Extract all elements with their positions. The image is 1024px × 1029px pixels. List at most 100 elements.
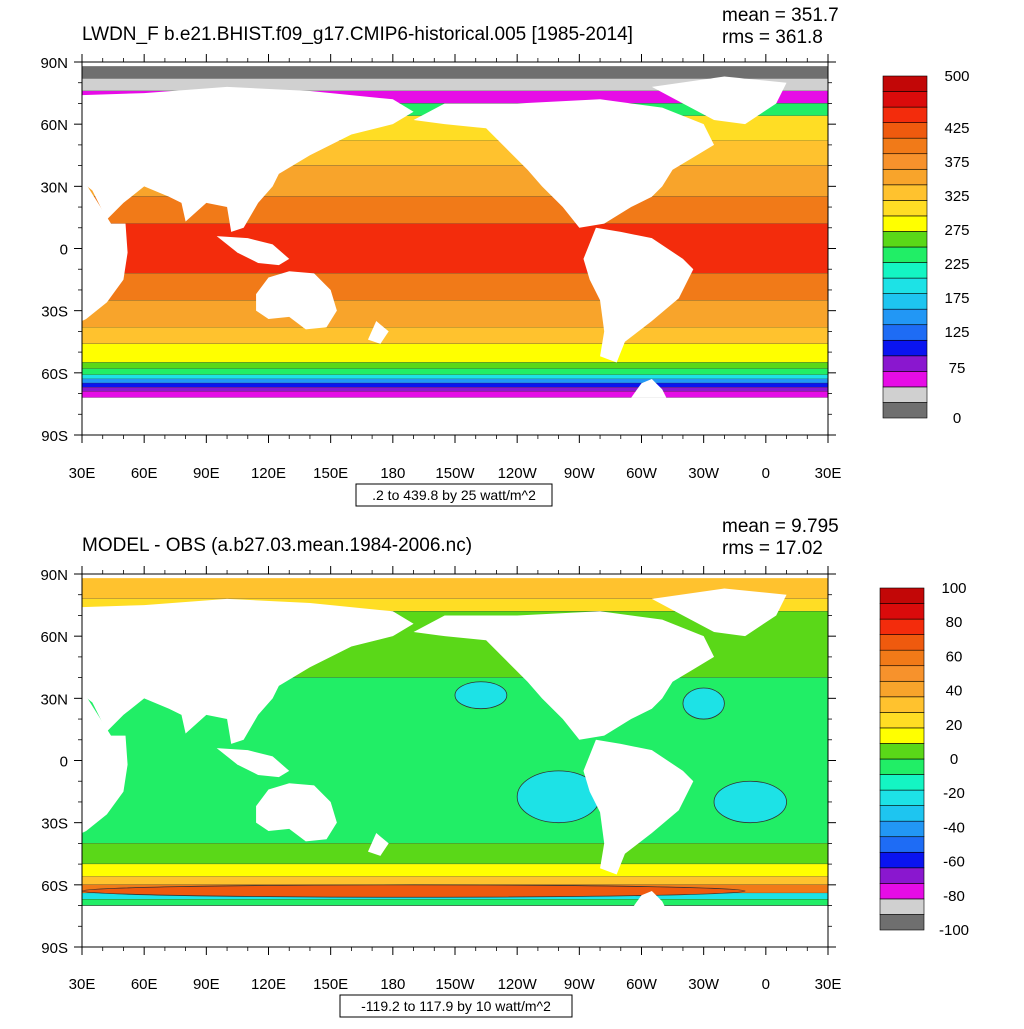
colorbar-swatch <box>882 200 928 217</box>
landmass-eurasia <box>82 598 414 744</box>
colorbar-swatch <box>882 153 928 170</box>
colorbar-label: -20 <box>943 785 965 802</box>
field-band <box>82 273 828 301</box>
lon-label: 60W <box>626 465 658 482</box>
landmass-greenland <box>651 588 787 637</box>
colorbar-label: 60 <box>946 648 963 665</box>
colorbar-swatch <box>879 665 925 682</box>
field-patch <box>713 780 787 824</box>
lat-label: 30N <box>40 691 68 708</box>
landmass-eurasia <box>82 86 414 232</box>
colorbar-swatch <box>879 649 925 667</box>
field-band <box>82 864 828 877</box>
field-band <box>82 300 828 328</box>
lon-label: 60W <box>626 976 658 993</box>
lat-label: 90S <box>41 940 68 957</box>
colorbar-label: 40 <box>946 683 963 700</box>
colorbar-swatch <box>879 789 925 806</box>
colorbar-label: 0 <box>953 410 961 427</box>
lat-label: 30S <box>41 304 68 321</box>
landmass-africa <box>82 171 128 322</box>
lon-label: 60E <box>131 465 158 482</box>
lon-label: 30E <box>69 465 96 482</box>
colorbar-label: 500 <box>944 68 969 85</box>
colorbar-swatch <box>879 680 925 698</box>
lon-label: 30E <box>69 976 96 993</box>
colorbar-label: -60 <box>943 854 965 871</box>
landmass-new-zealand <box>367 321 389 344</box>
field-patch <box>82 884 746 898</box>
lat-label: 90N <box>40 55 68 72</box>
lat-label: 90N <box>40 567 68 584</box>
colorbar-top: 0 75 125 175 225 275 325 375 425 500 <box>882 68 970 427</box>
lon-label: 90W <box>564 465 596 482</box>
lat-label: 0 <box>60 754 68 771</box>
colorbar-swatch <box>882 339 928 357</box>
lon-axis-top: 30E 60E 90E 120E 150E 180 150W 120W 90W 60W 30W 0 30… <box>69 54 842 482</box>
map-bottom <box>81 573 829 948</box>
colorbar-bottom: -100 -80 -60 -40 -20 0 20 40 60 80 100 <box>879 580 969 939</box>
field-band <box>82 327 828 344</box>
landmass-new-zealand <box>367 833 389 856</box>
panel-bottom: MODEL - OBS (a.b27.03.mean.1984-2006.nc)… <box>40 516 969 1018</box>
colorbar-swatch <box>879 618 925 635</box>
lat-axis-top: 90N 60N 30N 0 30S 60S 90S <box>40 55 836 445</box>
colorbar-swatch <box>879 914 925 931</box>
field-band <box>82 899 828 906</box>
colorbar-swatch <box>879 836 925 853</box>
field-patch <box>454 681 508 710</box>
field-band <box>82 843 828 865</box>
landmass-maritime-asia <box>216 748 290 778</box>
field-band <box>82 368 828 375</box>
field-patch <box>682 687 725 720</box>
field-band <box>82 379 828 384</box>
colorbar-label: 275 <box>944 222 969 239</box>
lon-label: 0 <box>762 465 770 482</box>
colorbar-swatch <box>879 851 925 869</box>
landmass-antarctic-peninsula <box>631 891 667 910</box>
lon-label: 180 <box>380 465 405 482</box>
colorbar-swatch <box>882 137 928 155</box>
colorbar-label: 80 <box>946 614 963 631</box>
colorbar-swatch <box>882 308 928 326</box>
lat-label: 30N <box>40 179 68 196</box>
landmass-australia <box>256 783 337 842</box>
colorbar-label: -100 <box>939 922 969 939</box>
lon-label: 120E <box>251 465 286 482</box>
landmass-australia <box>256 271 337 330</box>
colorbar-swatch <box>882 262 928 279</box>
landmass-greenland <box>651 76 787 125</box>
lat-label: 60N <box>40 629 68 646</box>
lon-axis-bottom: 30E 60E 90E 120E 150E 180 150W 120W 90W 60W 30W 0 30… <box>69 566 842 993</box>
lon-label: 90W <box>564 976 596 993</box>
range-label-bottom: -119.2 to 117.9 by 10 watt/m^2 <box>361 998 551 1014</box>
colorbar-label: 325 <box>944 188 969 205</box>
range-label-top: .2 to 439.8 by 25 watt/m^2 <box>372 487 536 503</box>
lon-label: 120W <box>498 976 538 993</box>
range-label-box-top <box>355 483 553 507</box>
lon-label: 150E <box>313 976 348 993</box>
panel-bottom-title: MODEL - OBS (a.b27.03.mean.1984-2006.nc) <box>82 535 472 556</box>
field-band <box>82 362 828 369</box>
colorbar-swatch <box>879 743 925 760</box>
lon-label: 150W <box>435 976 475 993</box>
landmass-north-america <box>413 611 715 740</box>
colorbar-label: 20 <box>946 717 963 734</box>
lat-axis-bottom: 90N 60N 30N 0 30S 60S 90S <box>40 567 836 957</box>
panel-top-mean: mean = 351.7 <box>722 5 839 26</box>
colorbar-swatch <box>882 106 928 123</box>
lon-label: 30W <box>688 976 720 993</box>
lon-label: 30W <box>688 465 720 482</box>
colorbar-label: 0 <box>950 751 958 768</box>
field-band <box>82 374 828 380</box>
colorbar-swatch <box>882 386 928 403</box>
lat-label: 90S <box>41 428 68 445</box>
colorbar-swatch <box>879 867 925 884</box>
lon-label: 30E <box>815 465 842 482</box>
lon-label: 60E <box>131 976 158 993</box>
lon-label: 180 <box>380 976 405 993</box>
map-top <box>81 61 829 436</box>
lat-label: 60S <box>41 878 68 895</box>
lon-label: 30E <box>815 976 842 993</box>
